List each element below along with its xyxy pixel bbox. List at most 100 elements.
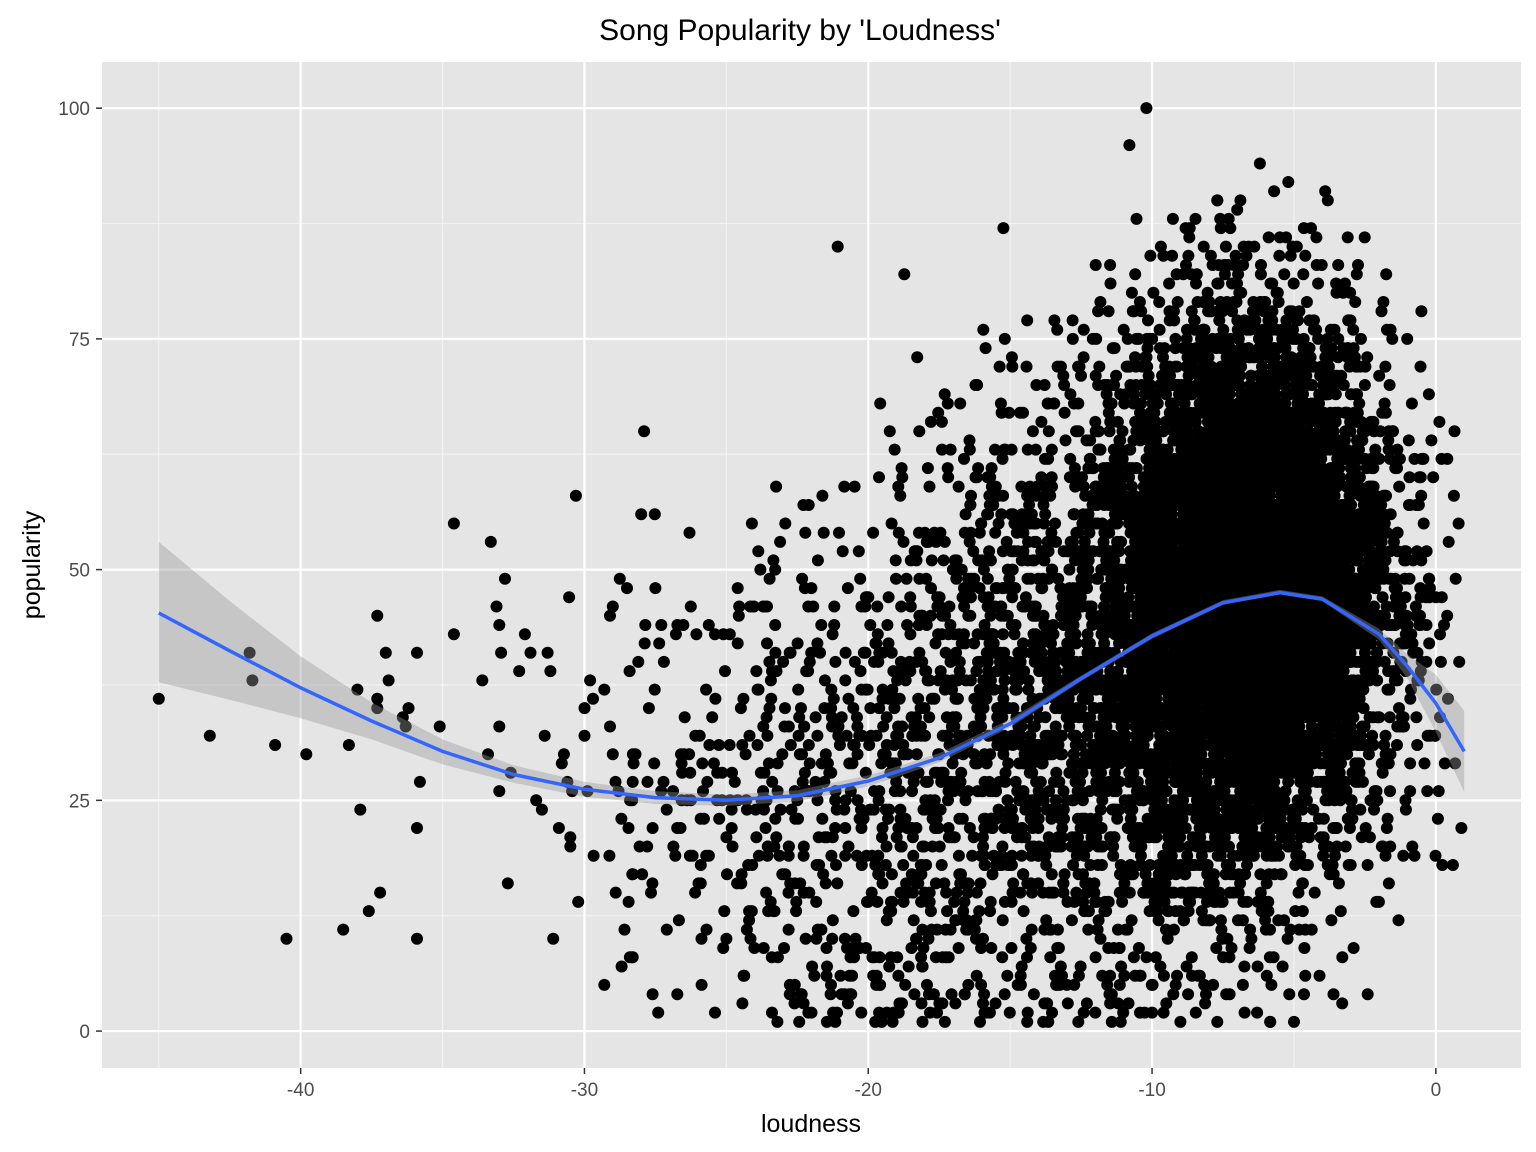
data-point xyxy=(606,748,619,761)
data-point xyxy=(726,766,738,779)
data-point xyxy=(1288,766,1301,779)
data-point xyxy=(1330,277,1343,290)
data-point xyxy=(1295,351,1308,364)
data-point xyxy=(1391,739,1403,751)
data-point xyxy=(351,683,364,696)
data-point xyxy=(1297,268,1310,281)
data-point xyxy=(1389,591,1402,604)
data-point xyxy=(1066,314,1079,327)
data-point xyxy=(1365,637,1378,650)
data-point xyxy=(476,674,489,687)
data-point xyxy=(1203,434,1216,447)
data-point xyxy=(1358,379,1371,391)
data-point xyxy=(1340,443,1353,456)
data-point xyxy=(638,425,651,438)
data-point xyxy=(1072,1015,1085,1028)
data-point xyxy=(1117,323,1130,336)
data-point xyxy=(1256,840,1269,853)
data-point xyxy=(1381,323,1393,336)
data-point xyxy=(1224,222,1237,235)
data-point xyxy=(1446,859,1459,871)
data-point xyxy=(1418,757,1431,770)
data-point xyxy=(1357,591,1370,604)
data-point xyxy=(1237,240,1250,253)
data-point xyxy=(1447,489,1460,502)
data-point xyxy=(1201,286,1214,299)
data-point xyxy=(1140,102,1153,115)
data-point xyxy=(1021,1015,1034,1028)
data-point xyxy=(604,720,616,733)
data-point xyxy=(1347,942,1360,954)
data-point xyxy=(777,655,790,668)
data-point xyxy=(1427,471,1440,484)
data-point xyxy=(896,471,909,484)
data-point xyxy=(1384,785,1396,798)
data-point xyxy=(203,729,216,742)
data-point xyxy=(1090,572,1103,585)
data-point xyxy=(1308,886,1321,899)
data-point xyxy=(1118,397,1131,410)
data-point xyxy=(1206,259,1219,271)
data-point xyxy=(1233,286,1246,299)
data-point xyxy=(1425,434,1438,447)
data-point xyxy=(1441,609,1454,622)
data-point xyxy=(535,803,548,816)
data-point xyxy=(584,674,597,687)
data-point xyxy=(1452,517,1465,530)
data-point xyxy=(615,812,628,825)
data-point xyxy=(737,692,750,705)
data-point xyxy=(1035,415,1048,428)
data-point xyxy=(1380,489,1392,502)
data-point xyxy=(1323,351,1336,364)
data-point xyxy=(1349,462,1362,475)
data-point xyxy=(1377,508,1390,521)
data-point xyxy=(1300,296,1313,308)
data-point xyxy=(1376,591,1389,604)
data-point xyxy=(1357,702,1370,715)
data-point xyxy=(621,582,633,595)
data-point xyxy=(1304,351,1317,364)
data-point xyxy=(754,563,767,576)
data-point xyxy=(371,692,384,705)
data-point xyxy=(1182,905,1195,918)
data-point xyxy=(1179,379,1192,391)
data-point xyxy=(1349,296,1362,308)
data-point xyxy=(1391,674,1404,687)
data-point xyxy=(1356,637,1369,650)
data-point xyxy=(1089,415,1102,428)
data-point xyxy=(1453,655,1466,668)
data-point xyxy=(1299,249,1312,262)
data-point xyxy=(1254,886,1267,899)
data-point xyxy=(1299,969,1312,982)
data-point xyxy=(1414,471,1427,484)
data-point xyxy=(1360,462,1373,475)
data-point xyxy=(1166,212,1179,225)
data-point xyxy=(1310,231,1323,244)
data-point xyxy=(530,794,543,807)
data-point xyxy=(1153,296,1166,308)
data-point xyxy=(1332,351,1345,364)
data-point xyxy=(1307,360,1320,373)
data-point xyxy=(1319,434,1331,447)
data-point xyxy=(552,822,565,834)
data-point xyxy=(1210,942,1223,954)
data-point xyxy=(657,655,670,668)
data-point xyxy=(1058,379,1071,391)
data-point xyxy=(850,849,863,862)
data-point xyxy=(609,886,622,899)
data-point xyxy=(499,572,511,585)
data-point xyxy=(1314,831,1327,844)
data-point xyxy=(1404,757,1417,770)
data-point xyxy=(411,932,423,945)
data-point xyxy=(1244,323,1257,336)
data-point xyxy=(1265,978,1278,991)
data-point xyxy=(1442,692,1454,705)
data-point xyxy=(1284,249,1297,262)
data-point xyxy=(1339,277,1351,290)
data-point xyxy=(1257,739,1270,751)
data-point xyxy=(1248,240,1261,253)
data-point xyxy=(1254,268,1267,281)
data-point xyxy=(1347,323,1360,336)
data-point xyxy=(1415,305,1428,318)
data-point xyxy=(1182,369,1195,382)
